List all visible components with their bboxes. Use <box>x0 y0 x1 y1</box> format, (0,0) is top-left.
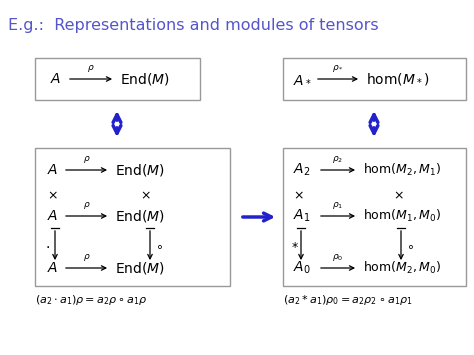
Text: $\circ$: $\circ$ <box>406 240 414 252</box>
Text: $\mathrm{End}(M)$: $\mathrm{End}(M)$ <box>115 162 165 178</box>
Text: $A_0$: $A_0$ <box>293 260 311 276</box>
Text: $(a_2 \cdot a_1)\rho = a_2\rho \circ a_1\rho$: $(a_2 \cdot a_1)\rho = a_2\rho \circ a_1… <box>35 293 148 307</box>
Text: $\rho_2$: $\rho_2$ <box>332 154 344 165</box>
Text: $\rho$: $\rho$ <box>82 200 91 211</box>
Text: $(a_2 * a_1)\rho_0 = a_2\rho_2 \circ a_1\rho_1$: $(a_2 * a_1)\rho_0 = a_2\rho_2 \circ a_1… <box>283 293 413 307</box>
Text: $\rho$: $\rho$ <box>82 154 91 165</box>
Text: E.g.:  Representations and modules of tensors: E.g.: Representations and modules of ten… <box>8 18 379 33</box>
Text: $*$: $*$ <box>291 240 299 252</box>
Bar <box>35 58 200 100</box>
Text: $A_2$: $A_2$ <box>293 162 310 178</box>
Text: $\mathrm{End}(M)$: $\mathrm{End}(M)$ <box>115 208 165 224</box>
Text: $\circ$: $\circ$ <box>155 240 163 252</box>
Text: $\rho$: $\rho$ <box>87 63 95 74</box>
Text: $\rho_1$: $\rho_1$ <box>332 200 344 211</box>
Text: $A$: $A$ <box>50 72 61 86</box>
Bar <box>283 148 466 286</box>
Text: $\mathrm{hom}(M_*)$: $\mathrm{hom}(M_*)$ <box>366 71 429 87</box>
Text: $\mathrm{hom}(M_2, M_0)$: $\mathrm{hom}(M_2, M_0)$ <box>363 260 441 276</box>
Text: $\mathrm{End}(M)$: $\mathrm{End}(M)$ <box>120 71 170 87</box>
Text: $\cdot$: $\cdot$ <box>45 239 50 253</box>
Text: $\mathrm{hom}(M_2, M_1)$: $\mathrm{hom}(M_2, M_1)$ <box>363 162 441 178</box>
Text: $\times$: $\times$ <box>293 190 304 202</box>
Text: $\mathrm{End}(M)$: $\mathrm{End}(M)$ <box>115 260 165 276</box>
Text: $\rho_*$: $\rho_*$ <box>332 63 344 74</box>
Text: $\mathrm{hom}(M_1, M_0)$: $\mathrm{hom}(M_1, M_0)$ <box>363 208 441 224</box>
Text: $A$: $A$ <box>47 261 58 275</box>
Text: $\times$: $\times$ <box>140 190 151 202</box>
Bar <box>283 58 466 100</box>
Text: $\times$: $\times$ <box>393 190 404 202</box>
Text: $\rho_0$: $\rho_0$ <box>332 252 344 263</box>
Text: $\rho$: $\rho$ <box>82 252 91 263</box>
Text: $A$: $A$ <box>47 163 58 177</box>
Text: $A$: $A$ <box>47 209 58 223</box>
Bar <box>35 148 230 286</box>
Text: $\times$: $\times$ <box>47 190 58 202</box>
Text: $A_*$: $A_*$ <box>293 72 311 86</box>
Text: $A_1$: $A_1$ <box>293 208 310 224</box>
